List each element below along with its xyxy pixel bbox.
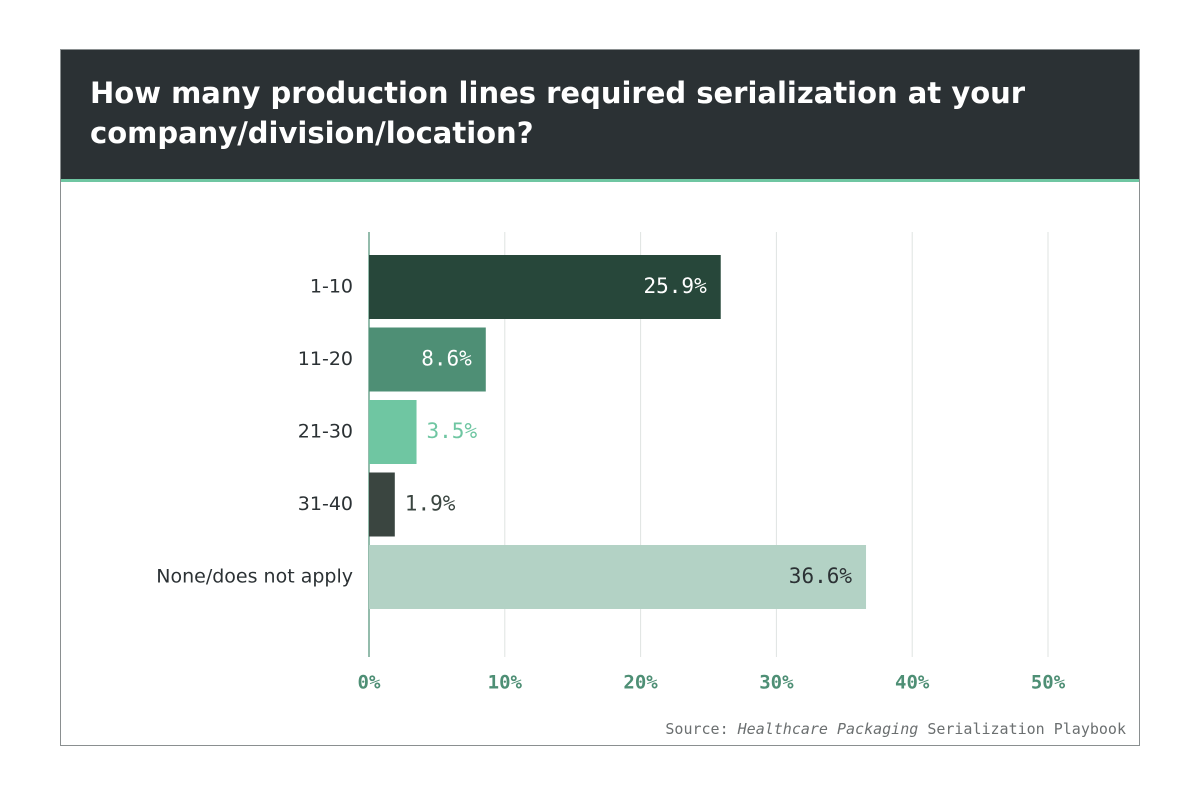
value-label: 8.6% bbox=[421, 347, 472, 371]
value-label: 3.5% bbox=[427, 419, 478, 443]
y-tick-label: None/does not apply bbox=[156, 566, 353, 588]
chart-title: company/division/location? bbox=[90, 116, 534, 150]
value-label: 36.6% bbox=[789, 564, 853, 588]
y-tick-label: 21-30 bbox=[298, 421, 353, 443]
x-tick-label: 10% bbox=[488, 672, 523, 694]
bar bbox=[369, 327, 486, 392]
bar bbox=[369, 472, 395, 537]
header bbox=[61, 50, 1139, 180]
y-tick-label: 31-40 bbox=[298, 493, 353, 515]
bar bbox=[369, 545, 867, 609]
x-tick-label: 50% bbox=[1031, 672, 1066, 694]
bar bbox=[369, 255, 721, 319]
x-tick-label: 30% bbox=[759, 672, 794, 694]
value-label: 1.9% bbox=[405, 492, 456, 516]
source-prefix: Source: bbox=[665, 720, 728, 738]
y-tick-label: 11-20 bbox=[298, 348, 353, 370]
value-label: 25.9% bbox=[644, 274, 708, 298]
bar bbox=[369, 400, 417, 464]
x-tick-label: 40% bbox=[895, 672, 930, 694]
source-title: Serialization Playbook bbox=[927, 720, 1126, 738]
header-rule bbox=[61, 179, 1139, 182]
y-tick-label: 1-10 bbox=[310, 276, 353, 298]
x-tick-label: 20% bbox=[623, 672, 658, 694]
source-publication: Healthcare Packaging bbox=[737, 720, 919, 738]
chart-title: How many production lines required seria… bbox=[90, 76, 1026, 110]
x-tick-label: 0% bbox=[358, 672, 381, 694]
source: Source: Healthcare Packaging Serializati… bbox=[665, 720, 1126, 738]
